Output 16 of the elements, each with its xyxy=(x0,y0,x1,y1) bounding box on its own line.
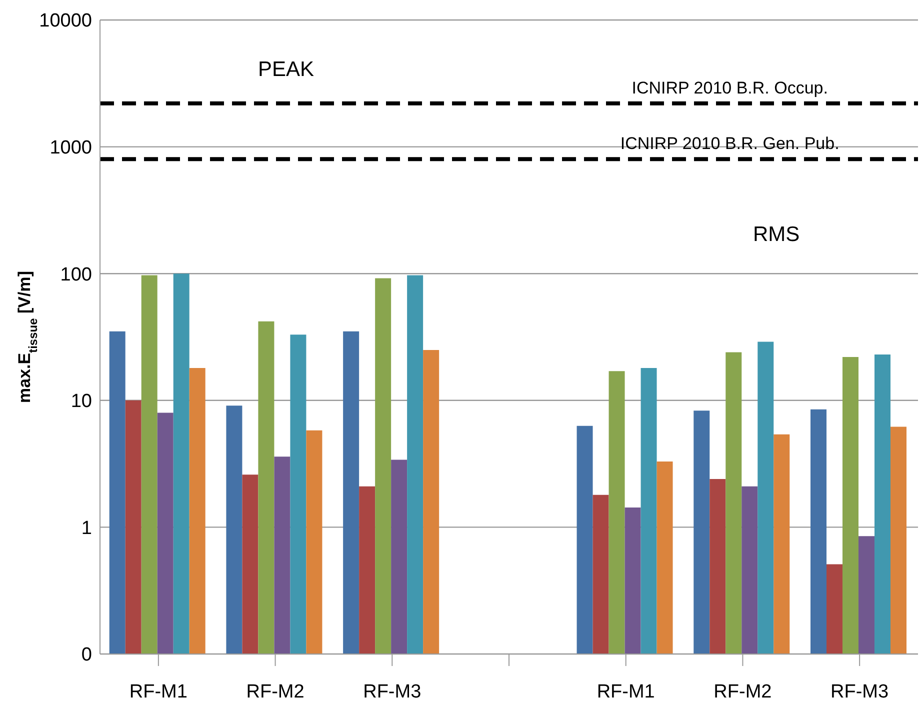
y-tick-label: 1000 xyxy=(50,138,92,159)
x-tick-label: RF-M3 xyxy=(830,681,889,702)
annotation: RMS xyxy=(753,223,800,247)
x-tick-label: RF-M1 xyxy=(129,681,188,702)
x-tick-label: RF-M3 xyxy=(363,681,422,702)
y-tick-label: 10 xyxy=(70,391,92,412)
x-tick-label: RF-M2 xyxy=(246,681,304,702)
y-tick-label: 100 xyxy=(60,264,92,286)
x-tick-label: RF-M1 xyxy=(596,681,655,702)
x-tick-label: RF-M2 xyxy=(714,681,772,702)
y-tick-label: 10000 xyxy=(39,10,92,32)
ref-line-label: ICNIRP 2010 B.R. Occup. xyxy=(632,78,828,98)
annotation: PEAK xyxy=(258,58,314,82)
ref-line-label: ICNIRP 2010 B.R. Gen. Pub. xyxy=(620,134,840,154)
y-tick-label: 1 xyxy=(81,518,92,539)
y-tick-label: 0 xyxy=(81,644,92,666)
